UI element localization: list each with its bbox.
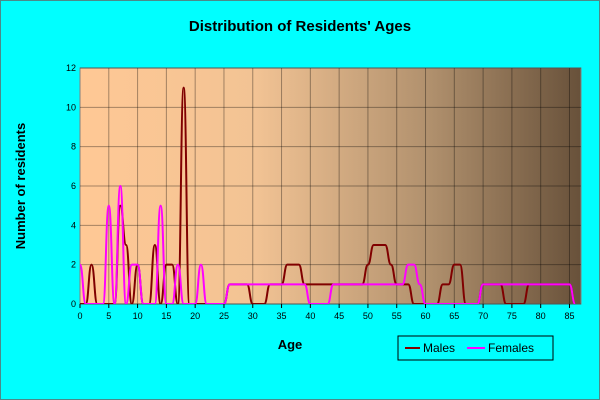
x-tick-label: 70 <box>478 311 488 321</box>
x-tick-label: 35 <box>277 311 287 321</box>
x-tick-label: 50 <box>363 311 373 321</box>
x-tick-label: 20 <box>190 311 200 321</box>
x-tick-label: 45 <box>334 311 344 321</box>
x-tick-label: 10 <box>133 311 143 321</box>
x-tick-label: 55 <box>392 311 402 321</box>
x-tick-label: 0 <box>77 311 82 321</box>
x-tick-label: 65 <box>449 311 459 321</box>
x-tick-label: 25 <box>219 311 229 321</box>
x-tick-label: 15 <box>161 311 171 321</box>
x-tick-label: 30 <box>248 311 258 321</box>
x-tick-label: 75 <box>507 311 517 321</box>
x-tick-label: 40 <box>305 311 315 321</box>
legend-label-males: Males <box>423 341 455 355</box>
legend-box <box>397 335 554 361</box>
x-axis-label: Age <box>278 337 303 352</box>
y-tick-label: 12 <box>66 63 76 73</box>
x-tick-label: 5 <box>106 311 111 321</box>
y-tick-label: 6 <box>71 181 76 191</box>
y-tick-label: 10 <box>66 102 76 112</box>
x-tick-label: 85 <box>564 311 574 321</box>
x-axis-ticks: 0 5 10 15 20 25 30 35 40 45 50 55 60 65 70 75 80 85 <box>77 304 574 321</box>
y-axis-label: Number of residents <box>13 123 28 249</box>
x-tick-label: 80 <box>536 311 546 321</box>
legend-label-females: Females <box>488 341 534 355</box>
y-tick-label: 2 <box>71 260 76 270</box>
series-lines <box>80 86 577 304</box>
x-tick-label: 60 <box>421 311 431 321</box>
y-tick-label: 4 <box>71 220 76 230</box>
y-axis-ticks: 0 2 4 6 8 10 12 <box>66 63 76 309</box>
y-tick-label: 0 <box>71 299 76 309</box>
series-line-females <box>80 185 577 304</box>
legend: Males Females <box>397 335 554 361</box>
chart-title: Distribution of Residents' Ages <box>189 18 411 35</box>
y-tick-label: 8 <box>71 142 76 152</box>
